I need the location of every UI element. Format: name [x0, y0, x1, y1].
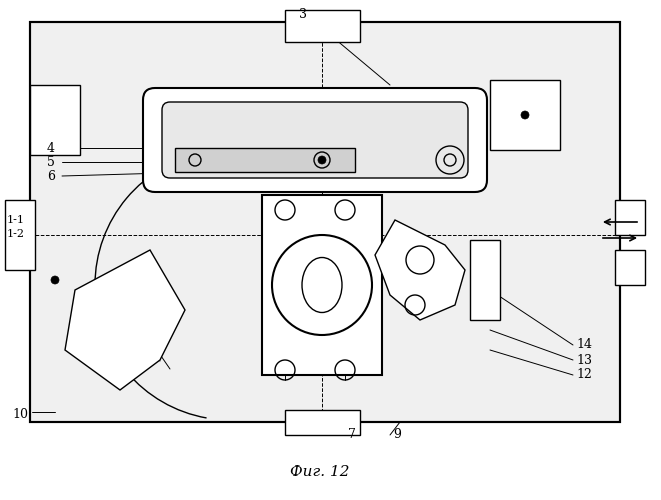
Bar	[30, 22, 620, 422]
Text: 3: 3	[299, 8, 307, 22]
Polygon shape	[65, 250, 185, 390]
Bar	[262, 195, 382, 375]
Circle shape	[521, 111, 529, 119]
Text: 10: 10	[12, 408, 28, 422]
Circle shape	[51, 276, 59, 284]
Text: 9: 9	[393, 428, 401, 442]
Circle shape	[318, 156, 326, 164]
Bar	[615, 250, 645, 285]
Bar	[615, 200, 645, 235]
Bar	[30, 85, 80, 155]
Bar	[285, 10, 360, 42]
FancyBboxPatch shape	[143, 88, 487, 192]
Text: 13: 13	[576, 354, 592, 366]
Polygon shape	[375, 220, 465, 320]
Text: 14: 14	[576, 338, 592, 351]
Text: 12: 12	[576, 368, 592, 382]
Text: 1-2: 1-2	[7, 229, 25, 239]
Text: 6: 6	[47, 170, 55, 182]
Text: 4: 4	[47, 142, 55, 154]
Bar	[5, 200, 35, 270]
Bar	[30, 22, 620, 422]
Bar	[470, 240, 500, 320]
FancyBboxPatch shape	[162, 102, 468, 178]
Bar	[490, 80, 560, 150]
Bar	[175, 148, 355, 172]
Text: Фиг. 12: Фиг. 12	[290, 465, 350, 479]
Bar	[285, 410, 360, 435]
Text: 5: 5	[47, 156, 55, 168]
Text: 7: 7	[348, 428, 356, 442]
Text: 1-1: 1-1	[7, 215, 25, 225]
